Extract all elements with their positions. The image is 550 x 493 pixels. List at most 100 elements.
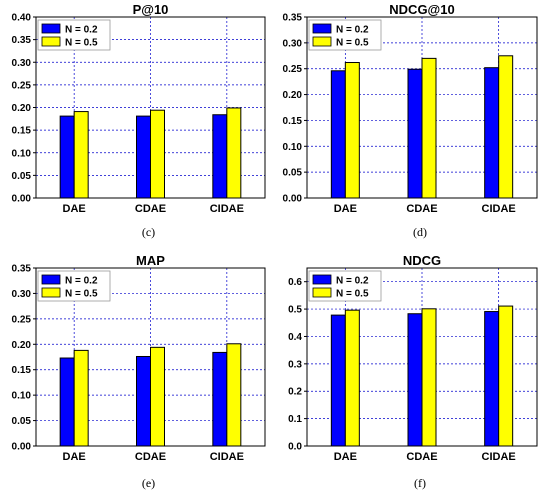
bar-n02-cidae bbox=[212, 114, 228, 199]
bar-n02-cdae bbox=[407, 313, 423, 447]
legend-swatch-n05 bbox=[41, 287, 61, 298]
y-tick-label: 0.2 bbox=[288, 387, 302, 398]
y-tick-label: 0.0 bbox=[288, 442, 302, 453]
bar-n02-cdae bbox=[136, 115, 151, 199]
legend-swatch-n05 bbox=[312, 36, 332, 47]
legend-label: N = 0.2 bbox=[336, 25, 369, 36]
bar-n02-cidae bbox=[212, 351, 228, 447]
chart-title: P@10 bbox=[133, 2, 169, 17]
bar-n02-cdae bbox=[136, 355, 151, 447]
chart-panel-3: MAP 0.00 0.05 0.10 0.15 0.20 0.25 0.30 0.35 DAE CD… bbox=[12, 253, 266, 490]
y-tick-label: 0.30 bbox=[12, 289, 32, 300]
y-tick-label: 0.5 bbox=[288, 305, 302, 316]
plot-frame bbox=[35, 267, 266, 447]
y-tick-label: 0.3 bbox=[288, 359, 302, 370]
bar-n02-cidae bbox=[484, 67, 500, 199]
legend-swatch-n05 bbox=[41, 36, 61, 47]
plot-frame bbox=[306, 267, 538, 447]
y-tick-label: 0.10 bbox=[12, 148, 32, 159]
y-tick-label: 0.30 bbox=[283, 38, 303, 49]
bar-n05-cidae bbox=[498, 55, 514, 199]
panel-caption: (f) bbox=[414, 476, 426, 490]
panel-caption: (c) bbox=[142, 225, 155, 239]
chart-panel-1: P@10 0.00 0.05 0.10 0.15 0.20 0.25 0.30 0.35 0.40… bbox=[12, 2, 266, 239]
y-tick-label: 0.25 bbox=[12, 80, 32, 91]
y-tick-label: 0.15 bbox=[12, 365, 32, 376]
bar-n05-cidae bbox=[226, 343, 242, 447]
bar-n02-dae bbox=[59, 115, 75, 199]
y-tick-label: 0.15 bbox=[12, 126, 32, 137]
x-tick-label: CIDAE bbox=[210, 451, 244, 463]
chart-title: NDCG bbox=[403, 253, 441, 268]
legend-swatch-n02 bbox=[312, 23, 332, 34]
x-tick-label: CIDAE bbox=[482, 203, 516, 215]
legend: N = 0.2 N = 0.5 bbox=[308, 270, 382, 302]
legend-label: N = 0.2 bbox=[65, 276, 98, 287]
bar-n02-dae bbox=[330, 70, 346, 199]
bar-n05-cdae bbox=[150, 109, 165, 199]
y-tick-label: 0.00 bbox=[12, 194, 32, 205]
x-tick-label: CDAE bbox=[135, 451, 166, 463]
y-tick-label: 0.1 bbox=[288, 414, 302, 425]
legend: N = 0.2 N = 0.5 bbox=[37, 19, 111, 51]
legend-label: N = 0.5 bbox=[65, 289, 98, 300]
legend-label: N = 0.2 bbox=[336, 276, 369, 287]
x-tick-label: DAE bbox=[63, 451, 86, 463]
x-tick-label: CDAE bbox=[406, 203, 437, 215]
legend-label: N = 0.5 bbox=[65, 38, 98, 49]
chart-panel-4: NDCG 0.0 0.1 0.2 0.3 0.4 0.5 0.6 DAE CDAE CIDAE N =… bbox=[288, 253, 538, 490]
bar-n05-cdae bbox=[421, 57, 437, 199]
bar-n05-cidae bbox=[226, 107, 242, 199]
x-tick-label: CIDAE bbox=[210, 203, 244, 215]
chart-title: NDCG@10 bbox=[389, 2, 454, 17]
x-tick-label: DAE bbox=[334, 203, 357, 215]
x-tick-label: CDAE bbox=[135, 203, 166, 215]
bar-n02-dae bbox=[330, 314, 346, 447]
y-tick-label: 0.20 bbox=[12, 103, 32, 114]
y-tick-label: 0.20 bbox=[283, 90, 303, 101]
y-tick-label: 0.4 bbox=[288, 332, 302, 343]
bar-n05-dae bbox=[73, 111, 89, 199]
legend-swatch-n02 bbox=[312, 274, 332, 285]
x-tick-label: DAE bbox=[63, 203, 86, 215]
y-tick-label: 0.05 bbox=[12, 416, 32, 427]
legend: N = 0.2 N = 0.5 bbox=[37, 270, 111, 302]
y-tick-label: 0.35 bbox=[283, 13, 303, 24]
y-tick-label: 0.35 bbox=[12, 264, 32, 275]
y-tick-label: 0.25 bbox=[283, 64, 303, 75]
y-tick-label: 0.00 bbox=[12, 442, 32, 453]
bar-n05-cdae bbox=[421, 308, 437, 447]
plot-frame bbox=[306, 16, 538, 199]
legend-swatch-n05 bbox=[312, 287, 332, 298]
y-tick-label: 0.10 bbox=[12, 391, 32, 402]
y-tick-label: 0.35 bbox=[12, 35, 32, 46]
legend-label: N = 0.5 bbox=[336, 38, 369, 49]
bar-n02-dae bbox=[59, 357, 75, 447]
x-tick-label: CIDAE bbox=[482, 451, 516, 463]
bar-n05-dae bbox=[73, 349, 89, 447]
y-tick-label: 0.20 bbox=[12, 340, 32, 351]
y-tick-label: 0.6 bbox=[288, 277, 302, 288]
y-tick-label: 0.10 bbox=[283, 142, 303, 153]
legend-label: N = 0.2 bbox=[65, 25, 98, 36]
legend: N = 0.2 N = 0.5 bbox=[308, 19, 382, 51]
y-tick-label: 0.30 bbox=[12, 58, 32, 69]
y-tick-label: 0.25 bbox=[12, 314, 32, 325]
x-tick-label: CDAE bbox=[406, 451, 437, 463]
bar-n05-dae bbox=[344, 62, 360, 199]
x-tick-label: DAE bbox=[334, 451, 357, 463]
legend-label: N = 0.5 bbox=[336, 289, 369, 300]
y-tick-label: 0.00 bbox=[283, 194, 303, 205]
y-tick-label: 0.15 bbox=[283, 116, 303, 127]
legend-swatch-n02 bbox=[41, 274, 61, 285]
bar-n02-cidae bbox=[484, 311, 500, 447]
chart-panel-2: NDCG@10 0.00 0.05 0.10 0.15 0.20 0.25 0.30 0.35 D… bbox=[283, 2, 538, 239]
chart-title: MAP bbox=[136, 253, 165, 268]
y-tick-label: 0.05 bbox=[12, 171, 32, 182]
panel-caption: (e) bbox=[142, 476, 155, 490]
bar-n05-cdae bbox=[150, 346, 165, 447]
legend-swatch-n02 bbox=[41, 23, 61, 34]
bar-n05-dae bbox=[344, 309, 360, 447]
y-tick-label: 0.40 bbox=[12, 13, 32, 24]
